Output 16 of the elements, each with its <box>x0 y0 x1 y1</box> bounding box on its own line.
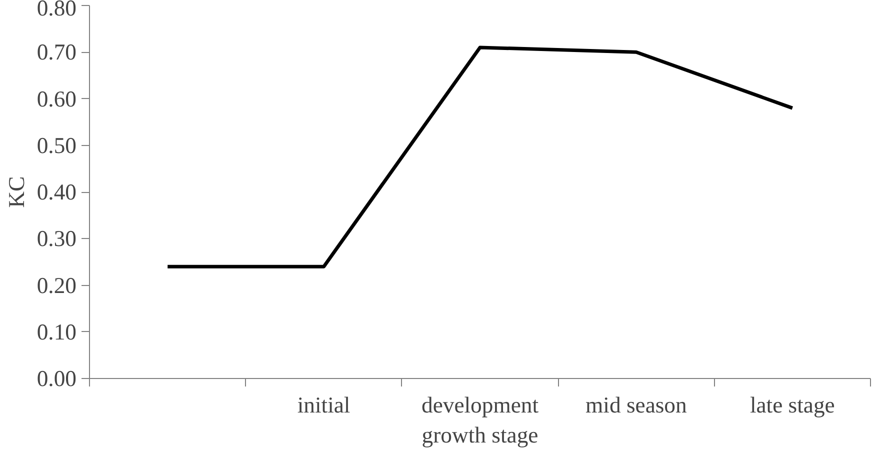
y-tick-label: 0.70 <box>36 40 77 65</box>
y-axis-title: KC <box>4 176 29 208</box>
y-tick-label: 0.10 <box>36 319 77 344</box>
x-tick-label: initial <box>297 392 350 418</box>
y-tick-label: 0.00 <box>36 366 77 391</box>
y-tick-label: 0.40 <box>36 180 77 204</box>
x-tick-label: development <box>421 392 540 418</box>
y-tick-label: 0.50 <box>36 132 77 158</box>
y-tick-label: 0.60 <box>36 86 77 112</box>
y-tick-label: 0.30 <box>36 226 77 252</box>
x-tick-label: late stage <box>750 392 835 418</box>
y-tick-label: 0.20 <box>36 272 77 298</box>
x-axis-title: growth stage <box>422 422 538 448</box>
line-series <box>166 46 794 268</box>
y-tick-label: 0.80 <box>36 0 77 20</box>
x-tick-label: mid season <box>586 392 687 418</box>
